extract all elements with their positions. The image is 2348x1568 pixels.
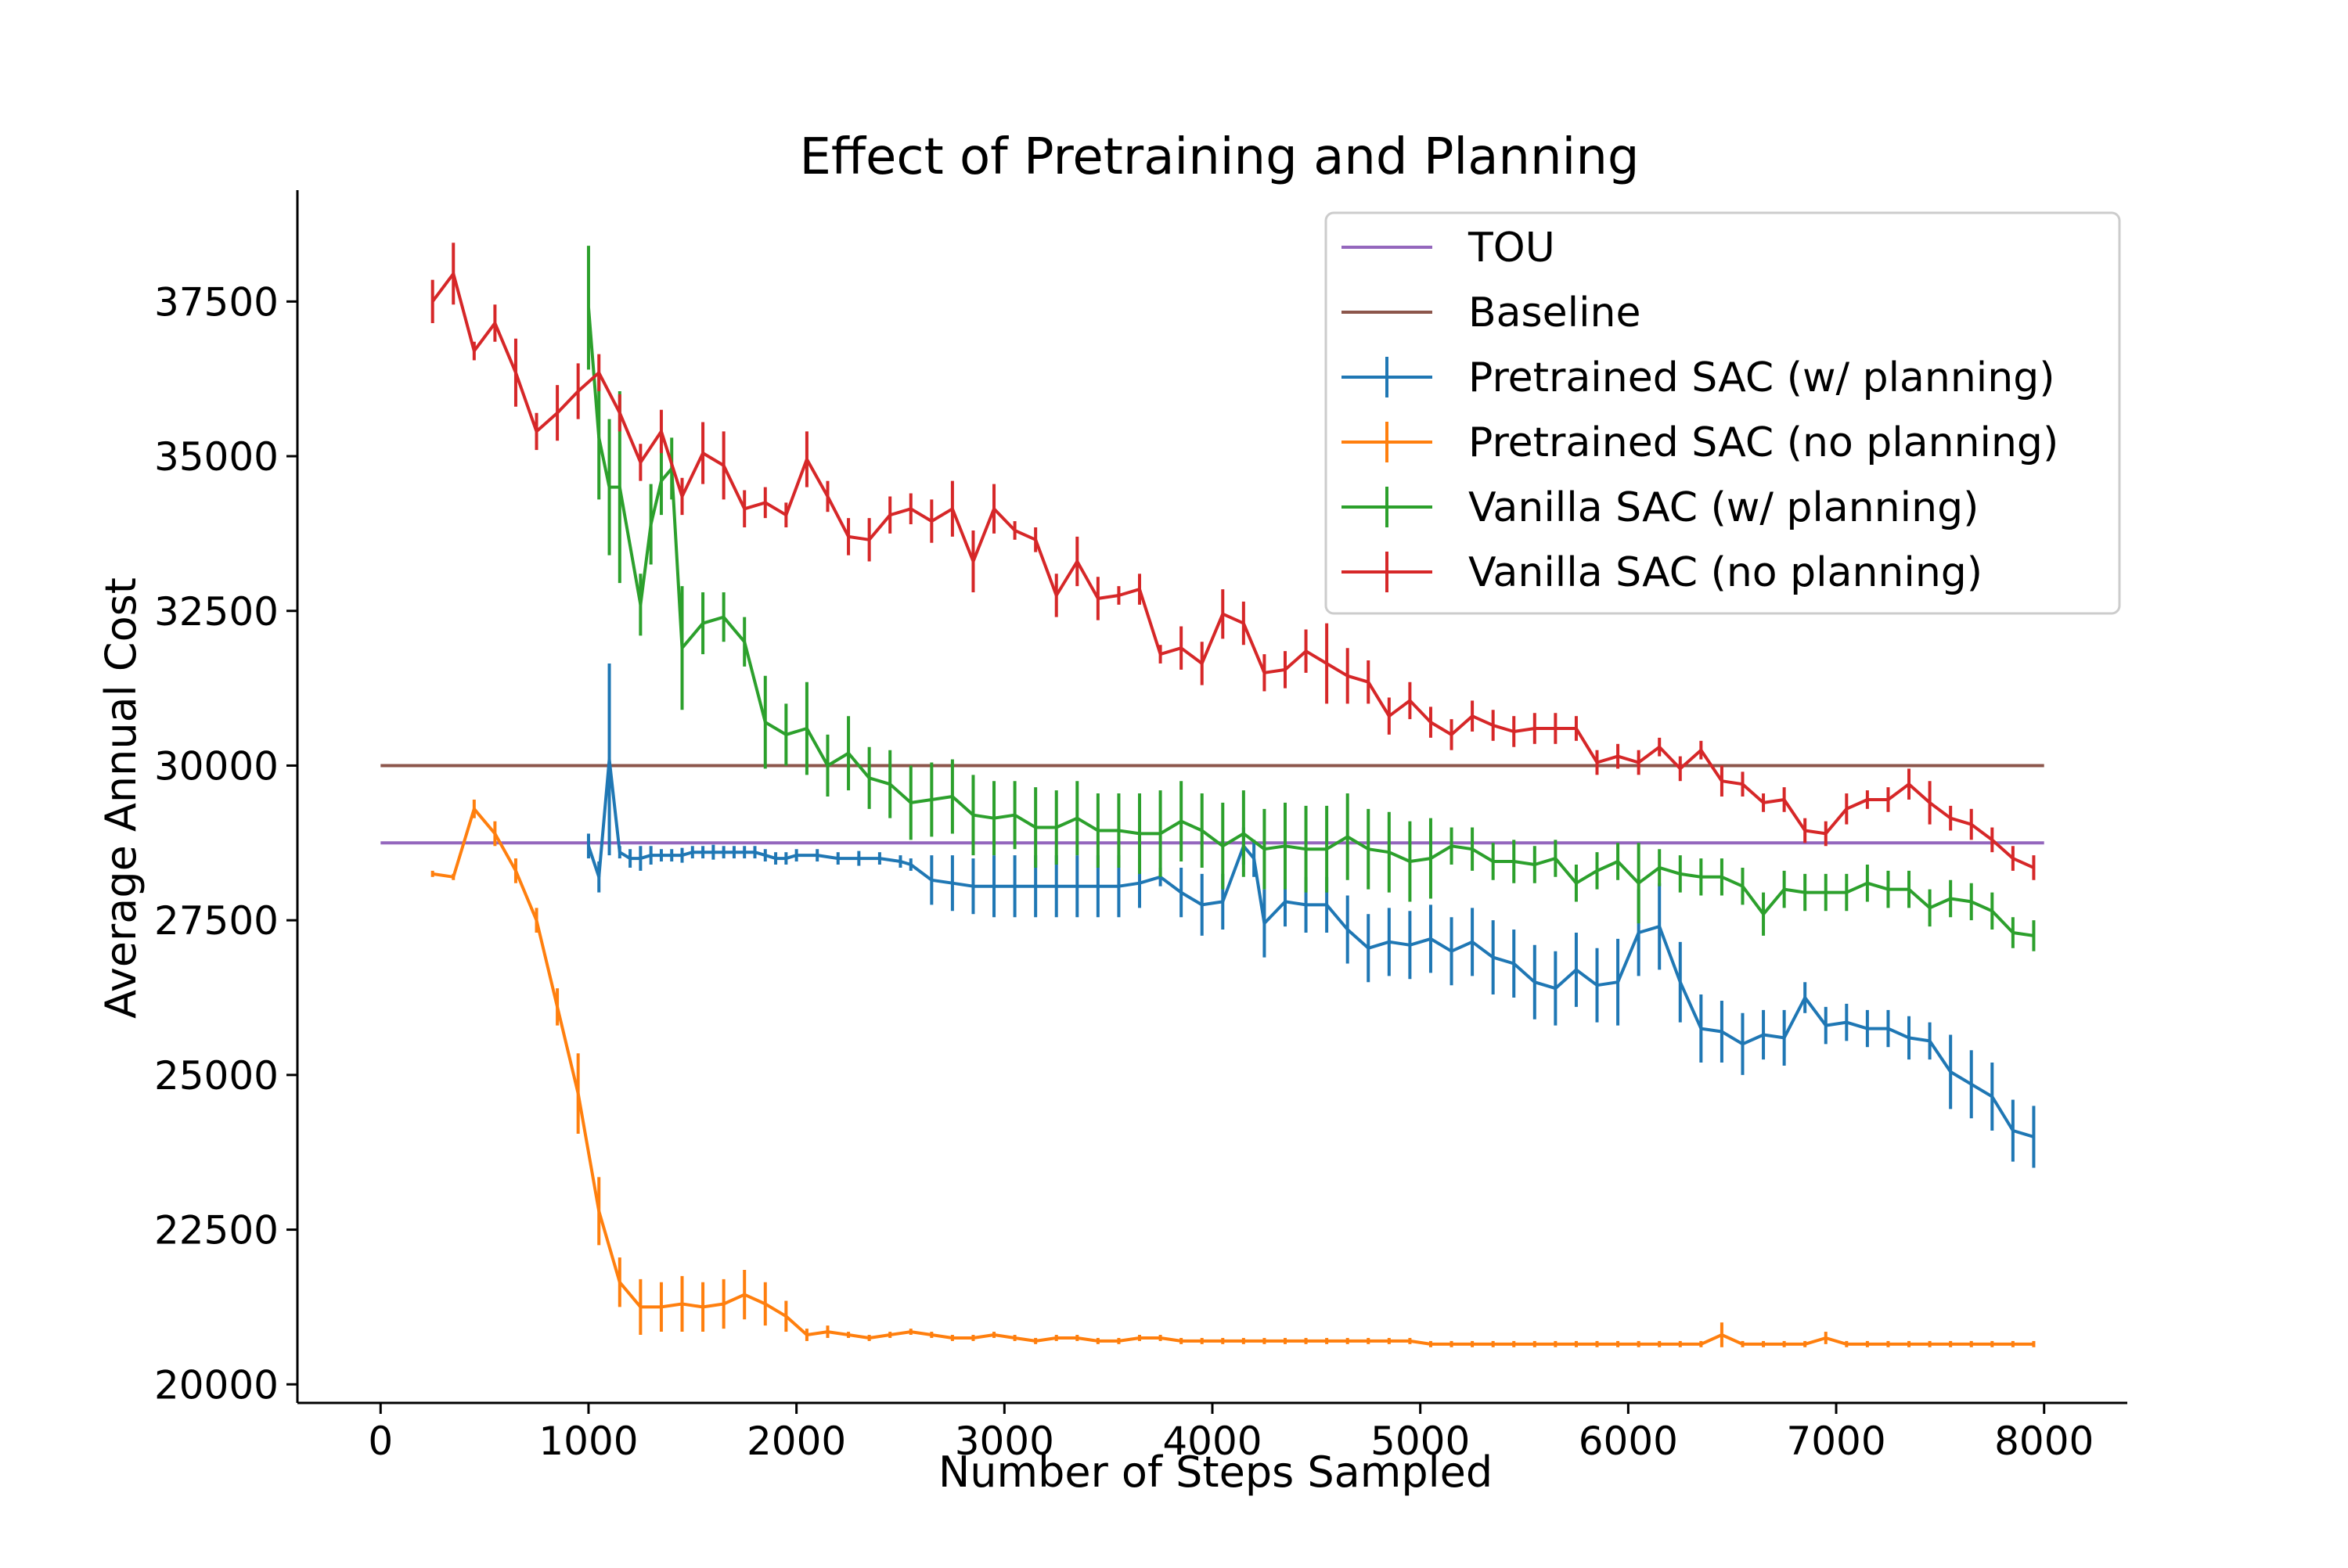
y-tick-label: 35000	[154, 434, 279, 480]
y-tick-label: 22500	[154, 1208, 279, 1253]
x-tick-label: 5000	[1370, 1419, 1470, 1464]
legend: TOU Baseline Pretrained SAC (w/ planning) P…	[1324, 211, 2121, 615]
legend-box	[1324, 211, 2121, 615]
x-tick-label: 2000	[747, 1419, 846, 1464]
legend-label: Vanilla SAC (w/ planning)	[1468, 484, 1979, 531]
y-tick-label: 27500	[154, 898, 279, 944]
y-tick-label: 25000	[154, 1053, 279, 1099]
chart-title: Effect of Pretraining and Planning	[799, 128, 1639, 186]
series-line	[587, 757, 2034, 1138]
y-tick-label: 20000	[154, 1362, 279, 1408]
legend-label: Baseline	[1468, 290, 1640, 336]
series-5	[430, 243, 2036, 880]
series-line	[432, 807, 2034, 1346]
series-line	[587, 307, 2034, 937]
legend-entry-1: Baseline	[1341, 290, 1640, 336]
x-tick-label: 8000	[1994, 1419, 2094, 1464]
series-line	[431, 272, 2035, 869]
series-3	[430, 799, 2036, 1347]
x-tick-label: 6000	[1579, 1419, 1678, 1464]
legend-entry-4: Vanilla SAC (w/ planning)	[1341, 484, 1979, 531]
x-tick-label: 3000	[955, 1419, 1054, 1464]
y-tick-label: 37500	[154, 279, 279, 325]
axes: 0 1000 2000 3000 4000 5000 6000 7000 8000 20000 22…	[154, 190, 2127, 1464]
legend-label: TOU	[1468, 225, 1555, 272]
legend-label: Pretrained SAC (no planning)	[1468, 419, 2058, 466]
y-tick-label: 32500	[154, 589, 279, 635]
x-tick-label: 7000	[1786, 1419, 1885, 1464]
series-2	[586, 663, 2036, 1168]
legend-label: Pretrained SAC (w/ planning)	[1468, 354, 2055, 401]
y-tick-label: 30000	[154, 743, 279, 789]
y-axis-label: Average Annual Cost	[96, 577, 146, 1019]
legend-label: Vanilla SAC (no planning)	[1468, 549, 1982, 596]
legend-entry-5: Vanilla SAC (no planning)	[1341, 549, 1982, 596]
x-tick-label: 0	[368, 1419, 393, 1464]
plot-area	[380, 243, 2044, 1347]
series-4	[586, 246, 2036, 951]
legend-entry-0: TOU	[1341, 225, 1555, 272]
x-tick-label: 1000	[538, 1419, 638, 1464]
x-axis-label: Number of Steps Sampled	[938, 1448, 1493, 1497]
x-tick-label: 4000	[1162, 1419, 1262, 1464]
legend-entry-3: Pretrained SAC (no planning)	[1341, 419, 2058, 466]
legend-entry-2: Pretrained SAC (w/ planning)	[1341, 354, 2055, 401]
